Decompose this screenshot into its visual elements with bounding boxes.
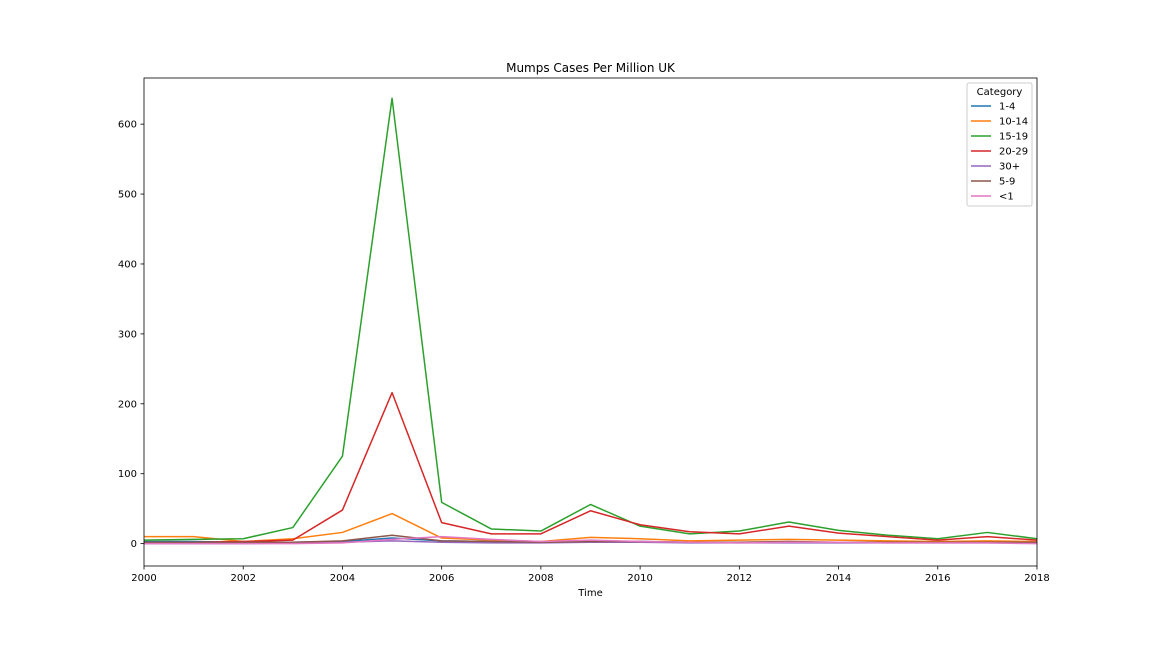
plot-frame [143,77,1038,567]
x-tick-label: 2018 [1024,573,1049,584]
x-tick-label: 2016 [925,573,950,584]
chart-title: Mumps Cases Per Million UK [506,61,676,75]
y-tick-label: 500 [118,190,137,201]
series-layer [143,97,1038,545]
legend-label: 20-29 [999,147,1028,158]
y-tick-label: 600 [118,120,137,131]
x-tick-label: 2002 [230,573,255,584]
legend-label: 30+ [999,162,1020,173]
x-tick-label: 2012 [727,573,752,584]
series-line-15-19 [143,97,1038,541]
y-tick-label: 400 [118,259,137,270]
legend-items: 1-4 10-14 15-19 20-29 30+ 5-9 <1 [971,102,1028,203]
x-tick-label: 2008 [528,573,553,584]
series-line-1 [144,535,1038,545]
legend-label: <1 [999,192,1014,203]
legend: Category 1-4 10-14 15-19 20-29 30+ 5-9 <1 [966,82,1033,207]
y-tick-label: 300 [118,329,137,340]
y-tick-label: 100 [118,469,137,480]
y-tick-label: 200 [118,399,137,410]
series-line-20-29 [144,391,1038,543]
series-line-10-14 [144,512,1038,543]
legend-frame [966,82,1033,207]
y-tick-label: 0 [131,539,137,550]
legend-label: 10-14 [999,117,1028,128]
legend-label: 1-4 [999,102,1015,113]
x-tick-label: 2000 [131,573,156,584]
x-axis-label: Time [577,588,602,599]
legend-label: 5-9 [999,177,1015,188]
legend-title: Category [977,87,1023,98]
x-tick-label: 2006 [429,573,454,584]
x-tick-label: 2010 [627,573,652,584]
x-axis: 2000 2002 2004 2006 2008 2010 2012 2014 2016 2018 [131,566,1050,584]
x-tick-label: 2014 [826,573,851,584]
x-tick-label: 2004 [330,573,355,584]
y-axis: 0 100 200 300 400 500 600 [118,120,144,550]
legend-label: 15-19 [999,132,1028,143]
